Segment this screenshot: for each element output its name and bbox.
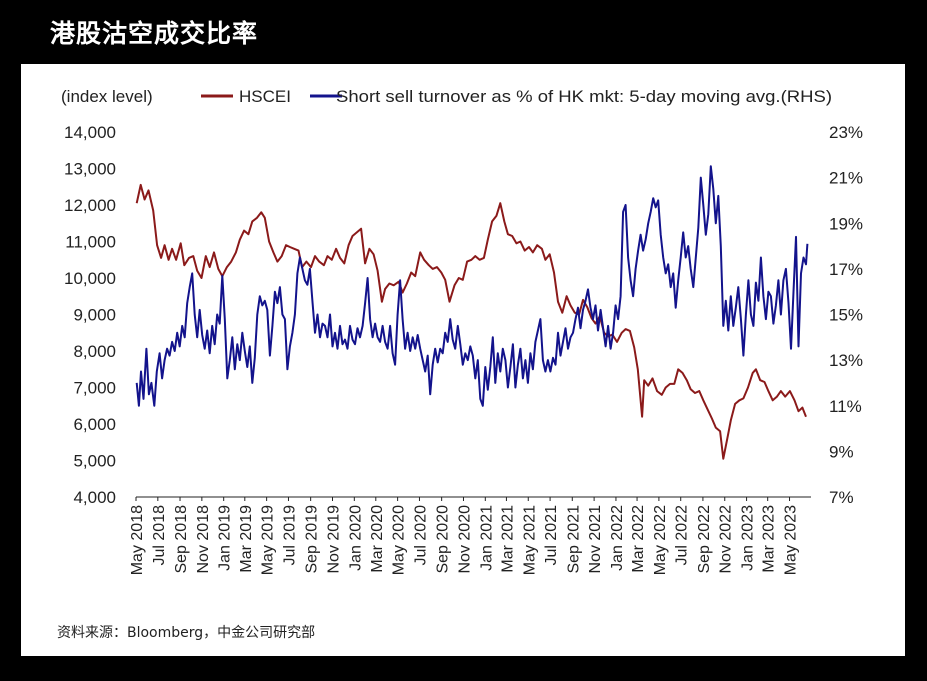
left-tick-label: 9,000 [73,306,116,325]
x-tick-label: Jul 2022 [674,505,691,566]
x-tick-label: Nov 2020 [456,505,473,574]
slide-title: 港股沽空成交比率 [50,19,259,48]
x-tick-label: Nov 2019 [325,505,342,574]
x-tick-label: Jul 2019 [281,505,298,566]
legend-label-hscei: HSCEI [239,87,291,106]
x-tick-label: Mar 2022 [630,505,647,573]
x-tick-label: Jul 2021 [543,505,560,566]
x-tick-label: Sep 2018 [173,505,190,574]
left-tick-label: 11,000 [65,233,116,252]
chart-legend: (index level) HSCEI Short sell turnover … [61,87,832,106]
x-tick-label: Nov 2021 [587,505,604,574]
right-axis-ticks: 23% 21% 19% 17% 15% 13% 11% 9% 7% [829,123,863,507]
x-tick-label: May 2023 [783,505,800,575]
x-tick-label: Mar 2023 [761,505,778,573]
x-tick-label: Sep 2020 [435,505,452,574]
x-tick-label: Sep 2019 [304,505,321,574]
x-tick-label: Mar 2020 [369,505,386,573]
x-tick-label: Jan 2021 [478,505,495,571]
right-tick-label: 15% [829,306,863,325]
left-tick-label: 14,000 [64,123,116,142]
left-tick-label: 7,000 [73,379,116,398]
left-tick-label: 8,000 [73,342,116,361]
source-note: 资料来源：Bloomberg，中金公司研究部 [57,625,316,641]
x-axis-ticks: May 2018 Jul 2018 Sep 2018 Nov 2018 Jan 2019… [129,497,800,575]
x-tick-label: Mar 2019 [238,505,255,573]
left-tick-label: 6,000 [73,415,116,434]
line-chart: (index level) HSCEI Short sell turnover … [61,87,863,575]
x-tick-label: Sep 2021 [565,505,582,574]
right-tick-label: 21% [829,169,863,188]
left-tick-label: 12,000 [64,196,116,215]
x-tick-label: May 2022 [652,505,669,575]
x-tick-label: Jan 2019 [217,505,234,571]
x-tick-label: Jul 2020 [412,505,429,566]
legend-label-short-sell: Short sell turnover as % of HK mkt: 5-da… [336,87,832,106]
chart-panel: (index level) HSCEI Short sell turnover … [21,64,905,656]
series-line-hscei [135,183,807,460]
right-tick-label: 11% [829,397,862,416]
x-tick-label: Nov 2018 [195,505,212,574]
left-tick-label: 4,000 [73,488,116,507]
x-tick-label: May 2020 [391,505,408,575]
x-tick-label: Jan 2023 [740,505,757,571]
x-tick-label: Mar 2021 [499,505,516,573]
x-tick-label: Jan 2020 [347,505,364,571]
right-tick-label: 17% [829,260,863,279]
series-line-short-sell [135,165,809,407]
right-tick-label: 9% [829,442,854,461]
x-tick-label: May 2021 [521,505,538,575]
right-tick-label: 19% [829,214,863,233]
x-tick-label: May 2019 [260,505,277,575]
right-tick-label: 13% [829,351,863,370]
left-tick-label: 10,000 [64,269,116,288]
left-axis-label: (index level) [61,87,153,106]
left-tick-label: 5,000 [73,452,116,471]
x-tick-label: Nov 2022 [718,505,735,574]
left-axis-ticks: 14,000 13,000 12,000 11,000 10,000 9,000 8,000… [64,123,116,507]
x-tick-label: Jan 2022 [609,505,626,571]
x-tick-label: Sep 2022 [696,505,713,574]
right-tick-label: 23% [829,123,863,142]
x-tick-label: Jul 2018 [151,505,168,566]
right-tick-label: 7% [829,488,854,507]
left-tick-label: 13,000 [64,160,116,179]
x-tick-label: May 2018 [129,505,146,575]
